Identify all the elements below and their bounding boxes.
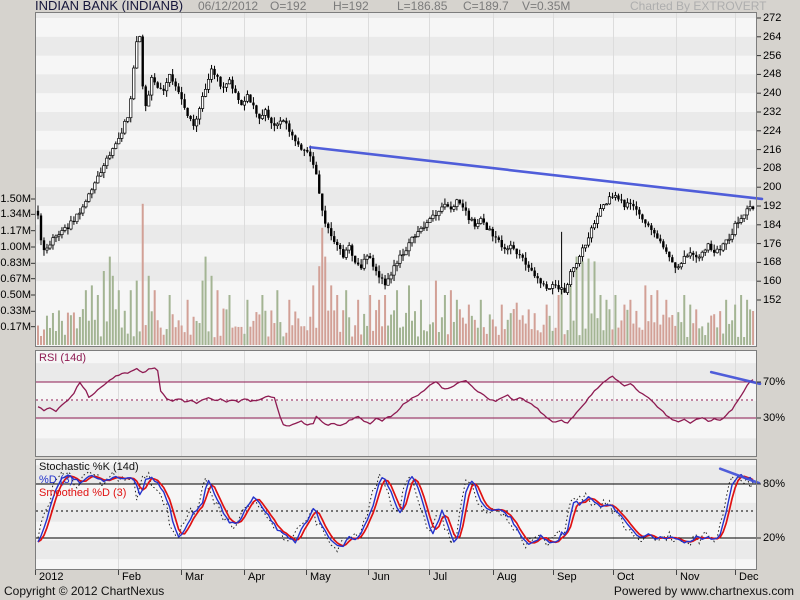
price-tick-label: 184 bbox=[763, 218, 782, 231]
rsi-tick-label: 70% bbox=[763, 376, 786, 388]
volume-tick-label: 1.50M bbox=[0, 193, 31, 205]
volume-tick-label: 0.17M bbox=[0, 320, 31, 333]
price-tick-label: 160 bbox=[763, 275, 782, 288]
x-axis-month-label: Jul bbox=[433, 571, 448, 583]
price-tick-label: 272 bbox=[763, 12, 782, 24]
symbol-title: INDIAN BANK (INDIANB) bbox=[35, 0, 184, 13]
x-axis-month-label: Oct bbox=[617, 571, 635, 583]
price-tick-label: 208 bbox=[763, 162, 782, 175]
price-tick-label: 200 bbox=[763, 181, 782, 194]
x-axis-month-label: Feb bbox=[122, 571, 141, 583]
price-tick-label: 248 bbox=[763, 68, 782, 81]
volume-tick-label: 0.50M bbox=[0, 289, 31, 301]
price-tick-label: 264 bbox=[763, 30, 782, 43]
price-tick-label: 240 bbox=[763, 87, 782, 100]
stochastic-d-label: %D (3) bbox=[39, 474, 74, 486]
rsi-tick-label: 30% bbox=[763, 412, 786, 424]
quote-low: L=186.85 bbox=[397, 0, 448, 13]
volume-tick-label: 0.83M bbox=[0, 257, 31, 270]
price-tick-label: 224 bbox=[763, 124, 782, 137]
powered-by-link[interactable]: Powered by www.chartnexus.com bbox=[613, 584, 794, 598]
quote-open: O=192 bbox=[270, 0, 307, 13]
x-axis-month-label: Dec bbox=[739, 571, 759, 583]
volume-tick-label: 0.33M bbox=[0, 305, 31, 318]
x-axis-month-label: Nov bbox=[680, 571, 700, 583]
x-axis-month-label: 2012 bbox=[39, 571, 64, 583]
quote-volume: V=0.35M bbox=[522, 0, 571, 13]
rsi-indicator-label: RSI (14d) bbox=[39, 352, 87, 364]
price-tick-label: 176 bbox=[763, 237, 782, 250]
quote-close: C=189.7 bbox=[463, 0, 509, 13]
price-tick-label: 256 bbox=[763, 49, 782, 62]
stoch-tick-label: 80% bbox=[763, 478, 786, 490]
volume-tick-label: 0.67M bbox=[0, 272, 31, 285]
stoch-tick-label: 20% bbox=[763, 532, 786, 544]
price-tick-label: 216 bbox=[763, 143, 782, 156]
x-axis-month-label: Apr bbox=[248, 571, 266, 583]
x-axis-month-label: Sep bbox=[557, 571, 577, 583]
price-tick-label: 192 bbox=[763, 200, 782, 212]
x-axis-month-label: May bbox=[310, 571, 331, 583]
volume-tick-label: 1.00M bbox=[0, 241, 31, 253]
copyright-text: Copyright © 2012 ChartNexus bbox=[4, 584, 165, 598]
x-axis-month-label: Mar bbox=[185, 571, 204, 583]
x-axis-month-label: Jun bbox=[372, 571, 390, 583]
stochastic-smoothed-d-label: Smoothed %D (3) bbox=[39, 487, 127, 499]
volume-tick-label: 1.34M bbox=[0, 208, 31, 221]
quote-date: 06/12/2012 bbox=[198, 0, 259, 13]
price-tick-label: 152 bbox=[763, 294, 782, 306]
stochastic-k-label: Stochastic %K (14d) bbox=[39, 461, 139, 473]
quote-high: H=192 bbox=[333, 0, 369, 13]
charted-by-label: Charted By EXTROVERT bbox=[630, 0, 767, 13]
price-tick-label: 168 bbox=[763, 256, 782, 269]
x-axis-month-label: Aug bbox=[497, 571, 517, 583]
volume-tick-label: 1.17M bbox=[0, 224, 31, 237]
price-tick-label: 232 bbox=[763, 106, 782, 118]
